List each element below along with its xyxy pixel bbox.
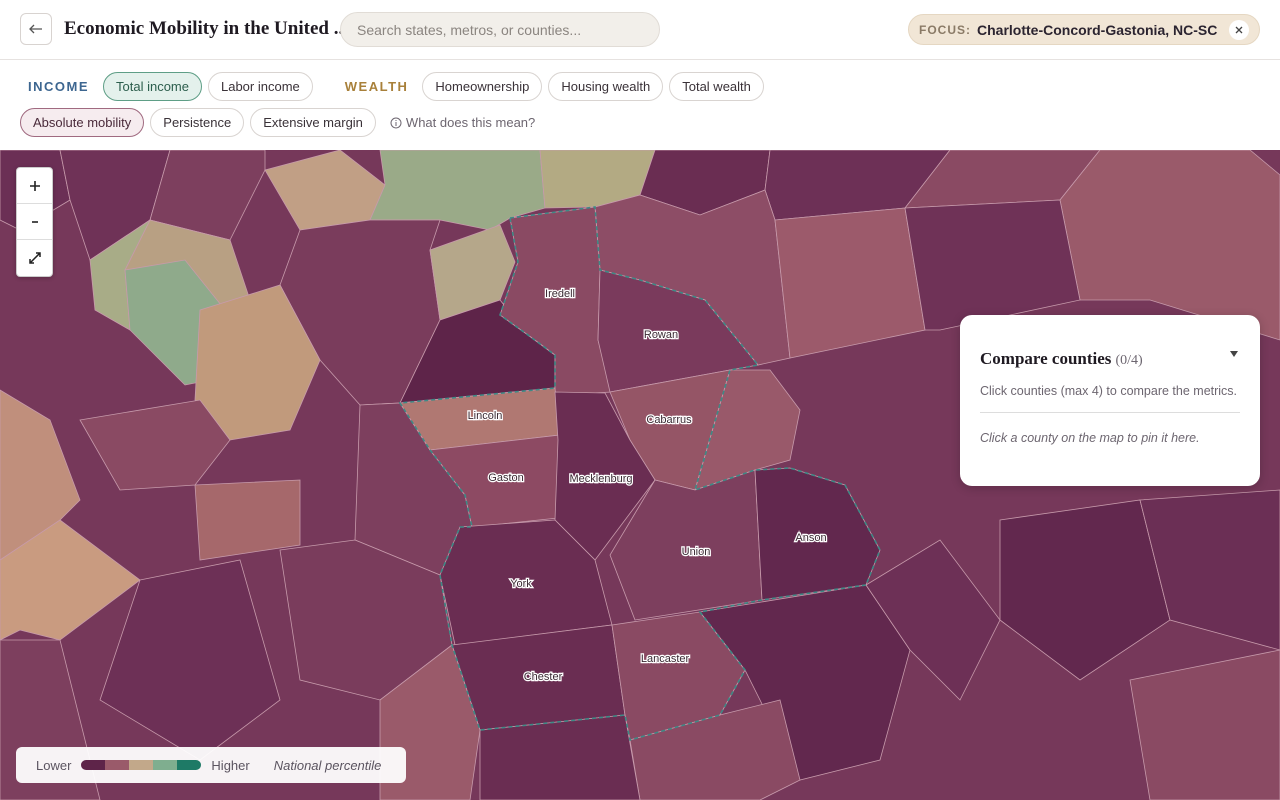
compare-count: (0/4): [1115, 353, 1143, 368]
back-icon: [29, 24, 42, 34]
focus-label: FOCUS:: [919, 22, 971, 37]
zoom-controls: [16, 167, 53, 277]
county: [629, 699, 801, 800]
county-label: Chester: [524, 671, 563, 683]
help-text: What does this mean?: [405, 115, 536, 130]
legend-high: Higher: [211, 757, 250, 773]
back-button[interactable]: [20, 13, 52, 45]
focus-pill: FOCUS: Charlotte-Concord-Gastonia, NC-SC: [908, 14, 1260, 45]
income-label: INCOME: [28, 79, 89, 94]
metric-row: INCOME Total income Labor income WEALTH …: [20, 72, 764, 101]
compare-title: Compare counties: [980, 349, 1112, 368]
collapse-toggle[interactable]: [1230, 351, 1238, 357]
help-link[interactable]: What does this mean?: [390, 115, 535, 130]
county: [479, 714, 641, 800]
county: [754, 467, 881, 601]
map[interactable]: Iredell Rowan Lincoln Cabarrus Gaston Me…: [0, 150, 1280, 800]
county: [429, 224, 516, 321]
county-label: Union: [682, 546, 711, 558]
plus-icon: [29, 180, 40, 191]
legend: Lower Higher National percentile: [16, 747, 406, 783]
county: [79, 399, 231, 491]
chip[interactable]: Total income: [103, 72, 202, 101]
expand-icon: [28, 252, 41, 264]
legend-ramp: [81, 760, 202, 770]
zoom-out[interactable]: [17, 204, 52, 240]
county-label: Iredell: [545, 288, 575, 300]
county-label: York: [510, 578, 532, 590]
header: Economic Mobility in the United ... Sear…: [0, 0, 1280, 60]
filters: INCOME Total income Labor income WEALTH …: [0, 60, 1280, 150]
chip[interactable]: Housing wealth: [548, 72, 664, 101]
county: [999, 499, 1171, 681]
county-label: Lancaster: [641, 653, 690, 665]
chip[interactable]: Total wealth: [669, 72, 764, 101]
zoom-in[interactable]: [17, 168, 52, 204]
chip[interactable]: Labor income: [207, 72, 313, 101]
focus-value: Charlotte-Concord-Gastonia, NC-SC: [977, 21, 1218, 38]
chip[interactable]: Homeownership: [422, 72, 543, 101]
county-label: Cabarrus: [646, 414, 692, 426]
compare-description: Click counties (max 4) to compare the me…: [980, 383, 1240, 413]
county: [865, 539, 1001, 701]
compare-heading: Compare counties (0/4): [980, 349, 1240, 369]
legend-caption: National percentile: [273, 757, 382, 773]
county: [429, 434, 561, 528]
info-icon: [390, 117, 402, 128]
clear-focus[interactable]: [1229, 19, 1249, 40]
chip[interactable]: Persistence: [150, 108, 245, 137]
metro-outline: [398, 206, 881, 742]
county: [1139, 489, 1280, 651]
county: [99, 559, 281, 761]
chip[interactable]: Absolute mobility: [20, 108, 145, 137]
close-icon: [1235, 26, 1243, 33]
county: [554, 391, 656, 561]
county: [597, 269, 759, 393]
search-box[interactable]: Search states, metros, or counties...: [340, 12, 660, 47]
county: [194, 479, 301, 561]
reset-view[interactable]: [17, 240, 52, 276]
county: [194, 284, 321, 441]
counties: [0, 150, 1280, 800]
compare-panel: Compare counties (0/4) Click counties (ma…: [960, 315, 1260, 486]
measure-row: Absolute mobility Persistence Extensive …: [20, 108, 535, 137]
county-label: Mecklenburg: [570, 473, 633, 485]
county-label: Gaston: [488, 472, 523, 484]
county-label: Anson: [795, 532, 826, 544]
compare-hint: Click a county on the map to pin it here…: [980, 431, 1200, 445]
chip[interactable]: Extensive margin: [250, 108, 376, 137]
county-label: Lincoln: [468, 410, 503, 422]
page-title: Economic Mobility in the United ...: [64, 18, 348, 39]
county: [1129, 649, 1280, 800]
wealth-label: WEALTH: [344, 79, 409, 94]
minus-icon: [31, 220, 38, 223]
county-label: Rowan: [644, 329, 678, 341]
legend-low: Lower: [36, 757, 72, 773]
county: [149, 150, 266, 241]
